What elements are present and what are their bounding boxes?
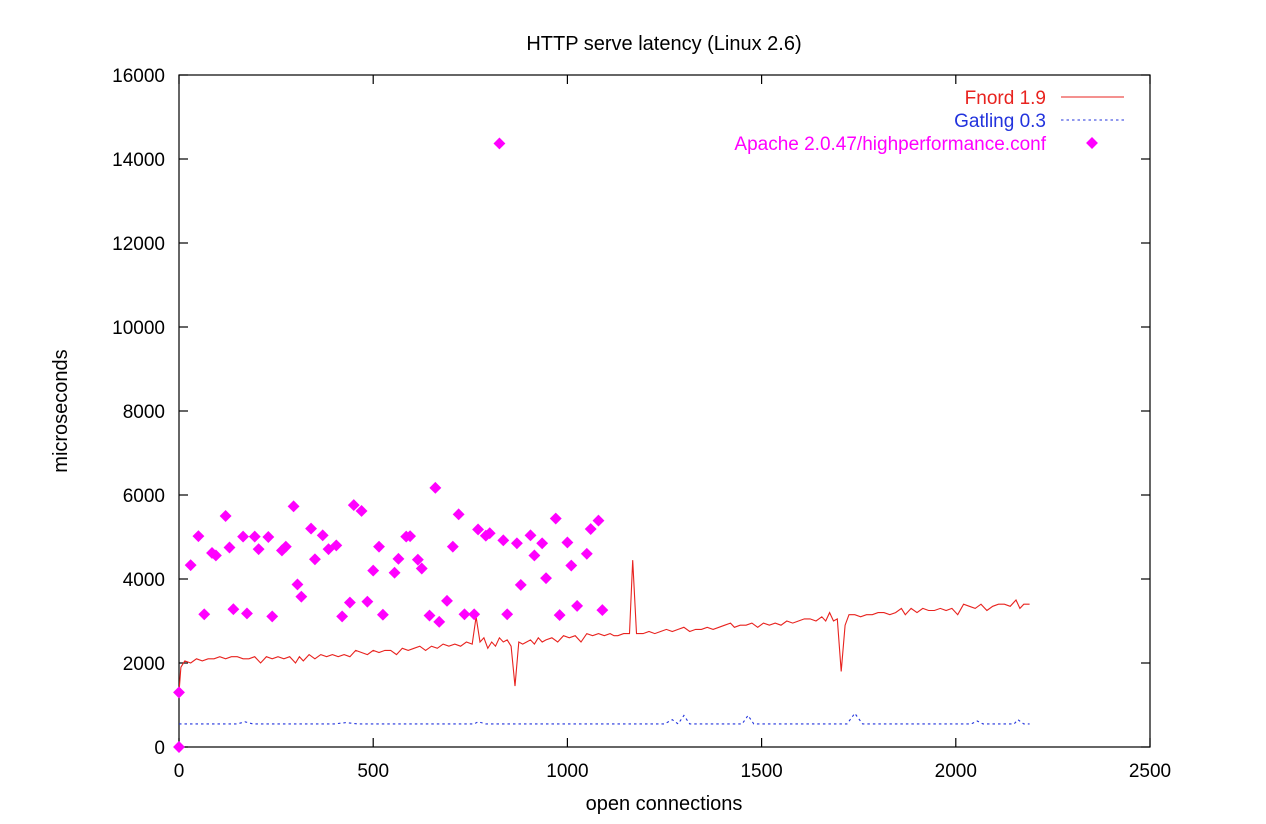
x-tick-label: 1500: [740, 761, 782, 782]
data-point: [279, 540, 292, 553]
y-tick-label: 4000: [123, 570, 165, 591]
x-axis-label: open connections: [586, 793, 743, 815]
data-point: [248, 530, 261, 543]
x-axis: 0 500 1000 1500 2000 2500: [174, 75, 1171, 782]
data-point: [388, 566, 401, 579]
data-point: [392, 552, 405, 565]
x-tick-label: 0: [174, 761, 185, 782]
series-fnord-1-9: [178, 560, 1030, 693]
data-point: [192, 530, 205, 543]
data-point: [336, 610, 349, 623]
y-tick-label: 12000: [112, 234, 165, 255]
data-point: [361, 595, 374, 608]
data-point: [580, 547, 593, 560]
y-tick-label: 6000: [123, 486, 165, 507]
y-tick-label: 0: [154, 738, 165, 759]
data-point: [497, 534, 510, 547]
data-point: [510, 537, 523, 550]
y-tick-label: 14000: [112, 150, 165, 171]
y-tick-label: 10000: [112, 318, 165, 339]
data-point: [266, 610, 279, 623]
data-point: [514, 578, 527, 591]
series-gatling-0-3: [179, 712, 1030, 725]
x-tick-label: 2500: [1129, 761, 1171, 782]
data-point: [262, 531, 275, 543]
data-point: [173, 686, 185, 699]
data-point: [287, 500, 300, 513]
data-point: [252, 543, 265, 556]
legend-label: Fnord 1.9: [965, 88, 1046, 109]
legend-swatch: [1086, 137, 1098, 149]
data-point: [446, 540, 459, 553]
y-axis-label: microseconds: [50, 349, 72, 472]
y-tick-label: 2000: [123, 654, 165, 675]
legend-label: Gatling 0.3: [954, 111, 1046, 132]
data-point: [524, 529, 537, 542]
chart-title: HTTP serve latency (Linux 2.6): [526, 33, 801, 55]
data-point: [376, 608, 389, 621]
data-point: [549, 512, 562, 525]
x-tick-label: 1000: [546, 761, 588, 782]
data-point: [565, 559, 578, 572]
data-point: [433, 615, 446, 628]
plot-series: [173, 137, 1030, 753]
data-point: [309, 553, 321, 566]
data-point: [423, 609, 436, 622]
data-point: [441, 594, 453, 607]
data-point: [536, 537, 549, 550]
data-point: [198, 608, 211, 621]
data-point: [468, 608, 481, 621]
data-point: [343, 596, 356, 609]
data-point: [316, 529, 329, 542]
data-point: [429, 481, 442, 494]
data-point: [493, 137, 506, 150]
data-point: [184, 559, 197, 572]
data-point: [241, 607, 253, 620]
series-line: [178, 560, 1030, 693]
y-axis: 0 2000 4000 6000 8000 10000 12000 14000 16000: [112, 66, 1150, 759]
y-tick-label: 8000: [123, 402, 165, 423]
series-apache-2-0-47-highperformance-conf: [173, 137, 609, 753]
data-point: [596, 604, 609, 617]
data-point: [561, 536, 574, 549]
plot-frame: [178, 74, 1151, 748]
data-point: [227, 603, 240, 616]
data-point: [483, 527, 496, 540]
data-point: [452, 508, 465, 521]
data-point: [472, 523, 485, 536]
series-line: [179, 712, 1030, 725]
data-point: [237, 530, 250, 543]
data-point: [223, 541, 236, 554]
y-tick-label: 16000: [112, 66, 165, 87]
x-tick-label: 500: [357, 761, 389, 782]
data-point: [404, 530, 417, 543]
legend-label: Apache 2.0.47/highperformance.conf: [734, 134, 1046, 155]
x-tick-label: 2000: [935, 761, 977, 782]
data-point: [584, 523, 597, 535]
data-point: [367, 564, 380, 577]
data-point: [295, 590, 308, 603]
data-point: [553, 609, 566, 622]
data-point: [305, 522, 317, 535]
data-point: [592, 514, 605, 527]
data-point: [291, 578, 304, 591]
data-point: [347, 499, 360, 512]
data-point: [219, 510, 232, 522]
data-point: [373, 540, 385, 553]
data-point: [528, 549, 541, 562]
data-point: [501, 608, 514, 621]
data-point: [540, 572, 552, 585]
data-point: [173, 741, 185, 753]
data-point: [571, 599, 584, 612]
